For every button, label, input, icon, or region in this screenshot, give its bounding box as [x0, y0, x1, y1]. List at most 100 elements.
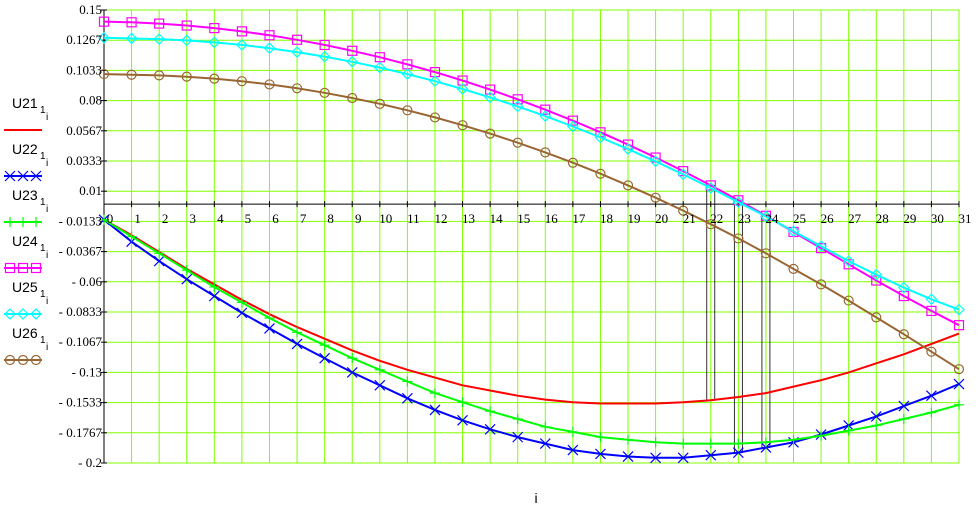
point-marker [705, 438, 716, 449]
x-tick-label: 10 [379, 211, 392, 226]
point-marker [760, 210, 772, 223]
y-tick-labels: 0.15 0.1267 0.1033 0.08 0.0567 0.0333 0.01 - 0.… [59, 2, 103, 470]
point-marker [264, 313, 275, 324]
point-marker [429, 404, 441, 416]
y-tick-label: - 0.06 [72, 274, 103, 289]
y-tick-label: - 0.0133 [59, 213, 102, 228]
legend-label: U23 [12, 187, 38, 203]
point-marker [154, 248, 165, 259]
point-marker [485, 84, 496, 95]
point-marker [594, 131, 607, 144]
point-marker [30, 170, 42, 182]
point-marker [17, 262, 29, 274]
y-tick-label: 0.08 [79, 93, 102, 108]
point-marker [98, 31, 110, 44]
point-marker [898, 413, 909, 424]
point-marker [126, 17, 137, 28]
x-tick-label: 28 [876, 211, 889, 226]
point-marker [622, 180, 634, 191]
legend-label-subsub: i [46, 204, 48, 215]
legend-label-subsub: i [46, 250, 48, 261]
x-tick-label: 16 [545, 211, 559, 226]
point-marker [181, 273, 193, 285]
series-u26 [98, 68, 965, 375]
point-marker [677, 168, 690, 181]
point-marker [567, 426, 578, 437]
point-marker [622, 143, 634, 155]
point-marker [622, 451, 634, 462]
point-marker [181, 20, 192, 31]
point-marker [291, 34, 303, 45]
point-marker [623, 434, 634, 445]
point-marker [264, 322, 275, 334]
x-tick-label: 31 [959, 211, 972, 226]
point-marker [17, 354, 29, 366]
x-tick-label: 19 [628, 211, 641, 226]
point-marker [402, 376, 413, 387]
point-marker [650, 437, 661, 448]
point-marker [898, 329, 909, 340]
point-marker [236, 307, 248, 319]
point-marker [953, 303, 965, 316]
point-marker [842, 255, 855, 267]
point-marker [843, 420, 855, 431]
point-marker [17, 170, 29, 182]
point-marker [649, 155, 662, 168]
point-marker [126, 69, 137, 80]
point-marker [319, 39, 330, 51]
legend-label-subsub: i [46, 296, 48, 307]
point-marker [954, 399, 964, 410]
point-marker [374, 364, 385, 375]
point-marker [511, 100, 524, 113]
y-tick-label: - 0.2 [78, 455, 102, 470]
point-marker [209, 281, 220, 292]
point-marker [953, 320, 965, 331]
point-marker [457, 120, 468, 131]
legend-label: U22 [12, 141, 38, 157]
series-group [98, 16, 965, 464]
point-marker [567, 120, 579, 133]
point-marker [457, 414, 468, 426]
point-marker [484, 423, 496, 435]
point-marker [870, 268, 883, 281]
point-marker [595, 168, 606, 179]
point-marker [456, 83, 469, 95]
point-marker [153, 255, 165, 267]
point-marker [4, 170, 16, 182]
x-tick-label: 25 [793, 211, 806, 226]
x-axis-label: i [534, 490, 537, 506]
point-marker [401, 68, 414, 80]
point-marker [485, 128, 496, 139]
point-marker [870, 410, 882, 422]
point-marker [154, 18, 165, 29]
point-marker [181, 71, 192, 82]
legend-label-sub: 1 [40, 289, 46, 300]
legend-label-subsub: i [46, 342, 48, 353]
point-marker [788, 263, 799, 274]
y-tick-label: 0.15 [79, 2, 102, 17]
point-marker [4, 262, 16, 274]
y-tick-label: - 0.0833 [59, 304, 102, 319]
point-marker [180, 34, 193, 47]
point-marker [125, 32, 138, 45]
point-marker [678, 166, 689, 177]
point-marker [843, 425, 854, 436]
point-marker [181, 265, 192, 276]
point-marker [815, 240, 827, 253]
point-marker [732, 447, 744, 459]
x-tick-label: 23 [738, 211, 751, 226]
point-marker [650, 192, 661, 203]
x-tick-label: 3 [189, 211, 196, 226]
point-marker [457, 397, 468, 408]
point-marker [898, 290, 909, 302]
point-marker [567, 444, 579, 456]
point-marker [540, 104, 551, 115]
point-marker [678, 438, 689, 449]
point-marker [347, 353, 358, 364]
point-marker [126, 231, 137, 242]
series-u24 [98, 16, 965, 331]
point-marker [871, 312, 882, 323]
point-marker [154, 70, 165, 81]
grid [103, 9, 960, 464]
